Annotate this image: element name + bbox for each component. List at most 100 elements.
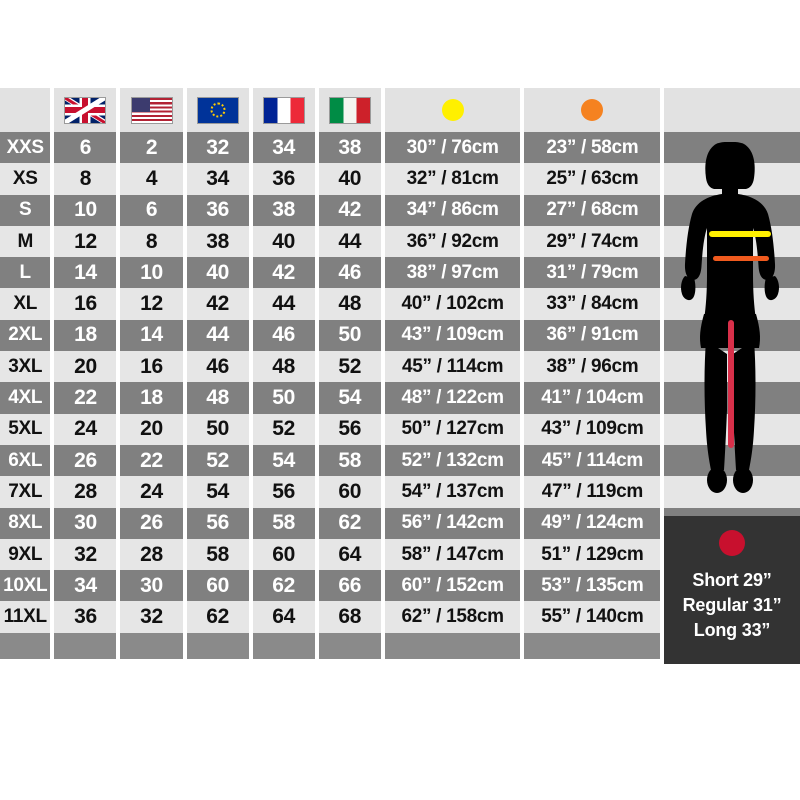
us-size: 18 [120,382,183,414]
bust-measurement: 43” / 109cm [384,319,521,352]
it-size: 56 [318,413,381,445]
table-row: S 10 6 36 38 42 34” / 86cm 27” / 68cm [0,194,800,226]
orange-dot-icon [581,99,604,121]
it-size: 38 [318,132,381,164]
eu-size: 32 [186,132,249,164]
eu-size: 36 [186,194,249,226]
us-size: 22 [120,444,183,477]
eu-size: 58 [186,538,249,571]
header-us-cell [120,88,183,132]
waist-measurement: 47” / 119cm [524,476,661,508]
table-row: 8XL 30 26 56 58 62 56” / 142cm 49” / 124cm [0,507,800,539]
size-table: XXS 6 2 32 34 38 30” / 76cm 23” / 58cm XS 8 4 34 36 4… [0,88,800,698]
bust-measurement: 32” / 81cm [384,163,521,195]
waist-measurement: 53” / 135cm [524,570,661,602]
table-row: 3XL 20 16 46 48 52 45” / 114cm 38” / 96cm [0,351,800,383]
size-label: XL [0,288,51,320]
table-row: 11XL 36 32 62 64 68 62” / 158cm 55” / 140cm [0,601,800,633]
table-row: 7XL 28 24 54 56 60 54” / 137cm 47” / 119cm [0,476,800,508]
us-size: 12 [120,288,183,320]
size-label: M [0,225,51,258]
size-label: 11XL [0,601,51,633]
fr-size: 34 [252,132,315,164]
it-size: 64 [318,538,381,571]
it-size: 52 [318,351,381,383]
eu-size: 62 [186,601,249,633]
figure-column-cell [664,413,800,445]
waist-measurement: 23” / 58cm [524,132,661,164]
waist-measurement: 45” / 114cm [524,444,661,477]
eu-size: 48 [186,382,249,414]
table-row: 6XL 26 22 52 54 58 52” / 132cm 45” / 114cm [0,444,800,477]
uk-size: 8 [54,163,117,195]
uk-size: 14 [54,257,117,289]
us-size: 20 [120,413,183,445]
bust-measurement: 30” / 76cm [384,132,521,164]
header-size-cell [0,88,51,132]
it-size: 46 [318,257,381,289]
eu-size: 38 [186,225,249,258]
fr-size: 58 [252,507,315,539]
us-size: 4 [120,163,183,195]
fr-size: 52 [252,413,315,445]
uk-size: 6 [54,132,117,164]
figure-column-cell [664,288,800,320]
fr-size: 44 [252,288,315,320]
table-row: XL 16 12 42 44 48 40” / 102cm 33” / 84cm [0,288,800,320]
figure-column-cell [664,351,800,383]
inseam-short-label: Short 29” [692,570,772,590]
waist-measurement: 38” / 96cm [524,351,661,383]
table-header-row [0,88,800,132]
size-label: 9XL [0,538,51,571]
it-size: 44 [318,225,381,258]
eu-size: 46 [186,351,249,383]
us-size: 6 [120,194,183,226]
eu-size: 44 [186,319,249,352]
size-label: 2XL [0,319,51,352]
red-dot-icon [719,530,745,556]
figure-column-cell [664,257,800,289]
fr-size: 60 [252,538,315,571]
waist-measurement: 43” / 109cm [524,413,661,445]
waist-measurement: 31” / 79cm [524,257,661,289]
inseam-long-label: Long 33” [693,620,771,640]
header-it-cell [318,88,381,132]
it-size: 60 [318,476,381,508]
yellow-dot-icon [441,99,464,121]
header-eu-cell [186,88,249,132]
figure-column-cell [664,132,800,164]
eu-size: 42 [186,288,249,320]
size-label: 8XL [0,507,51,539]
bust-measurement: 36” / 92cm [384,225,521,258]
size-label: 4XL [0,382,51,414]
bust-measurement: 58” / 147cm [384,538,521,571]
fr-size: 48 [252,351,315,383]
it-size: 66 [318,570,381,602]
eu-size: 50 [186,413,249,445]
fr-size: 46 [252,319,315,352]
eu-size: 60 [186,570,249,602]
waist-measurement: 33” / 84cm [524,288,661,320]
us-size: 16 [120,351,183,383]
bust-measurement: 40” / 102cm [384,288,521,320]
uk-size: 26 [54,444,117,477]
table-row: 9XL 32 28 58 60 64 58” / 147cm 51” / 129cm [0,538,800,571]
us-size: 30 [120,570,183,602]
table-row: 2XL 18 14 44 46 50 43” / 109cm 36” / 91cm [0,319,800,352]
it-size: 68 [318,601,381,633]
it-size: 40 [318,163,381,195]
us-size: 2 [120,132,183,164]
us-size: 10 [120,257,183,289]
eu-size: 56 [186,507,249,539]
table-row: XS 8 4 34 36 40 32” / 81cm 25” / 63cm [0,163,800,195]
figure-column-cell [664,225,800,258]
header-waist-cell [524,88,661,132]
bust-measurement: 38” / 97cm [384,257,521,289]
waist-measurement: 29” / 74cm [524,225,661,258]
us-size: 32 [120,601,183,633]
figure-column-cell [664,319,800,352]
waist-measurement: 27” / 68cm [524,194,661,226]
fr-size: 40 [252,225,315,258]
france-flag-icon [262,96,305,124]
